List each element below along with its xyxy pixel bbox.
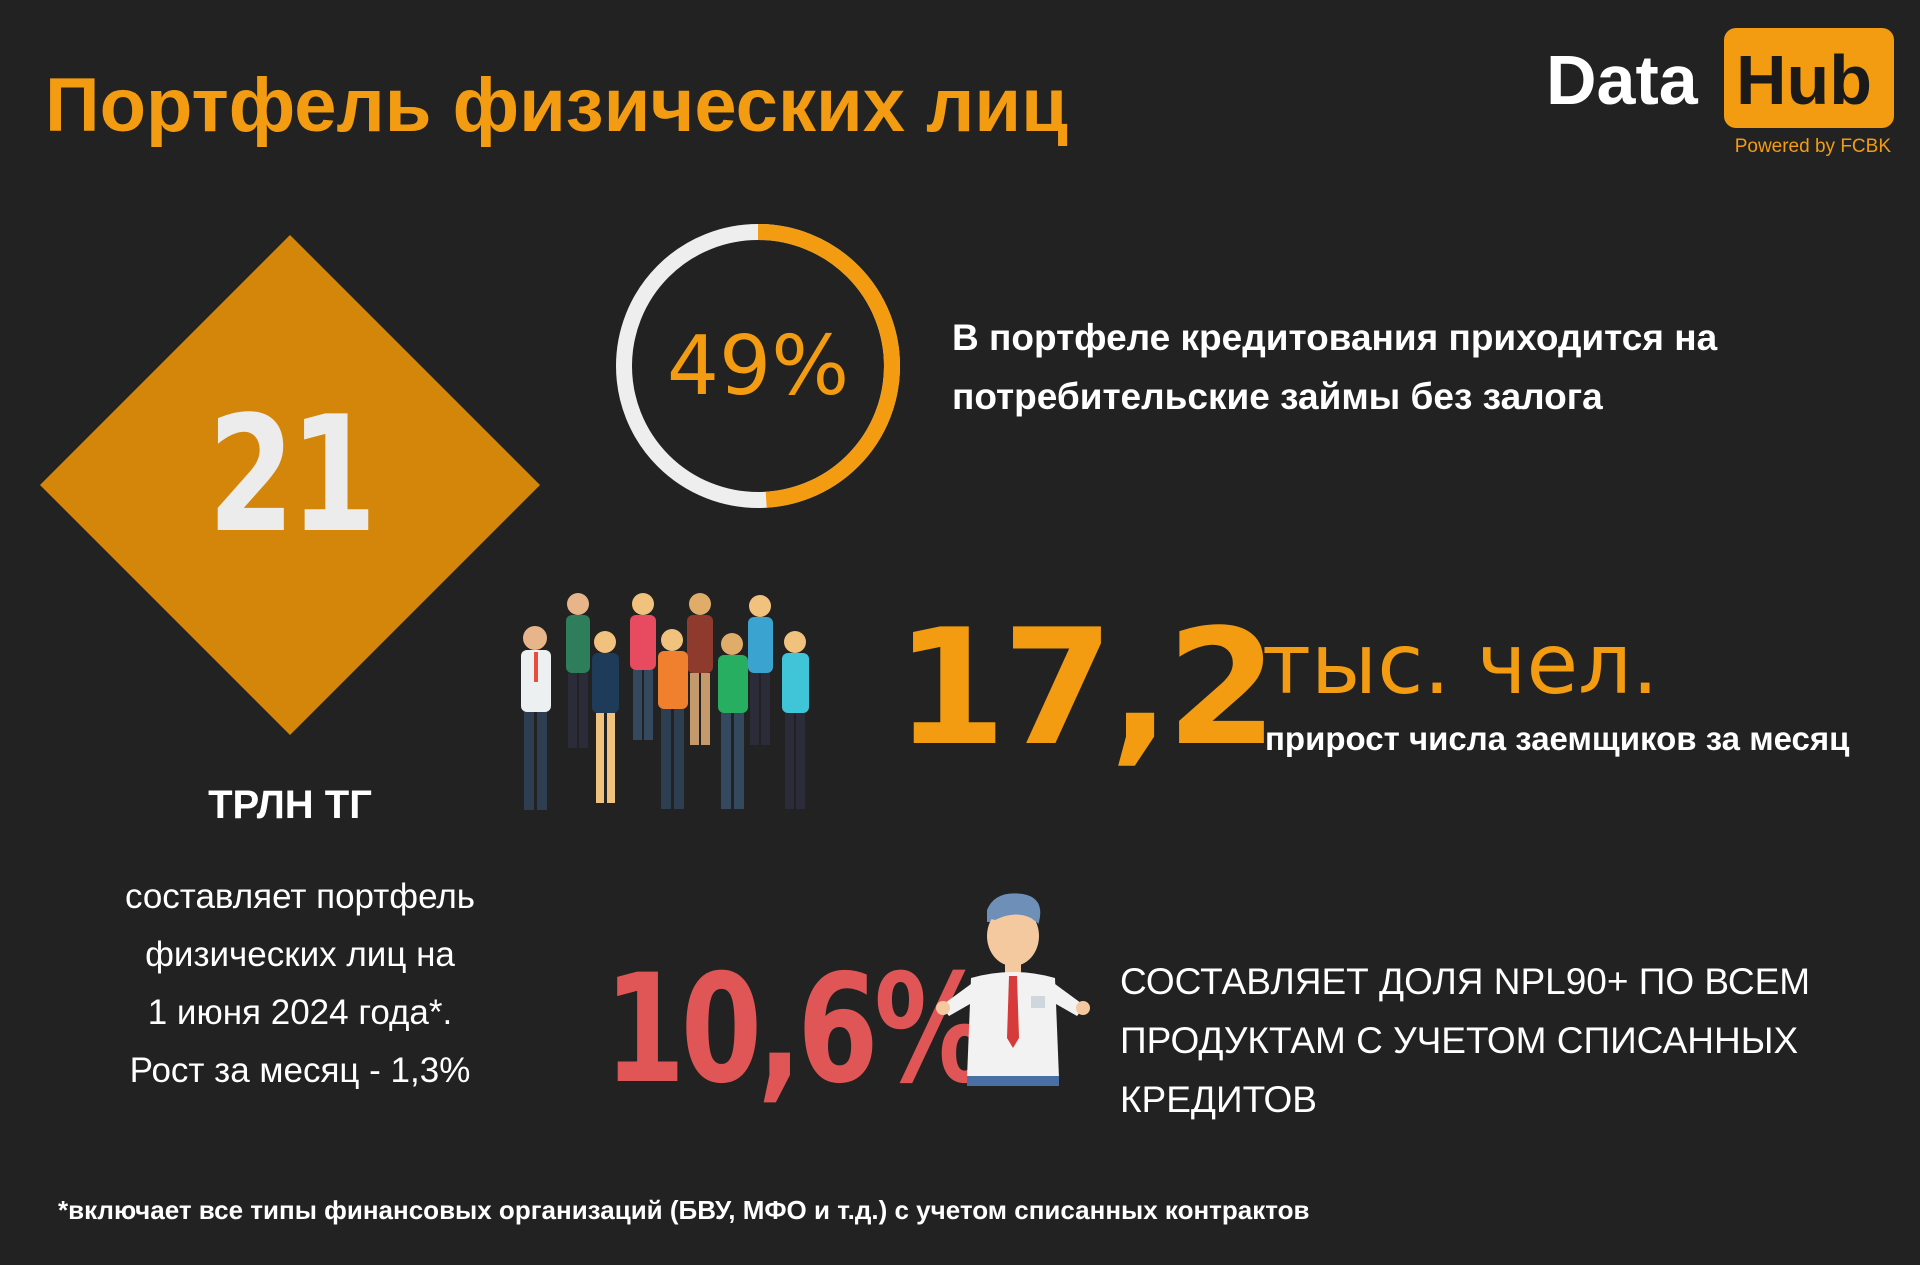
confused-man-icon	[935, 888, 1090, 1093]
logo-word-data: Data	[1546, 41, 1698, 119]
footnote: *включает все типы финансовых организаци…	[58, 1195, 1310, 1225]
portfolio-description-line: физических лиц на	[145, 935, 455, 974]
portfolio-unit: ТРЛН ТГ	[208, 783, 372, 827]
npl-text-line: ПРОДУКТАМ С УЧЕТОМ СПИСАННЫХ	[1120, 1020, 1799, 1061]
portfolio-description-line: составляет портфель	[124, 877, 476, 916]
unsecured-share-text: В портфеле кредитования приходится на по…	[952, 308, 1892, 426]
npl-value: 10,6%	[604, 943, 991, 1117]
portfolio-description-line: 1 июня 2024 года*.	[147, 993, 453, 1032]
portfolio-value: 21	[207, 381, 377, 568]
npl-text-line: СОСТАВЛЯЕТ ДОЛЯ NPL90+ ПО ВСЕМ	[1120, 961, 1811, 1002]
unsecured-share-text-line: потребительские займы без залога	[952, 376, 1603, 417]
borrowers-growth-unit: тыс. чел.	[1262, 615, 1659, 713]
unsecured-share-ring: 49%	[612, 220, 904, 512]
people-group-icon	[510, 590, 820, 820]
diamond-shape	[40, 235, 540, 735]
datahub-logo: Data Hub Powered by FCBK	[1540, 28, 1895, 158]
borrowers-growth-caption: прирост числа заемщиков за месяц	[1265, 720, 1850, 757]
ring-chart	[616, 224, 900, 508]
npl-text: СОСТАВЛЯЕТ ДОЛЯ NPL90+ ПО ВСЕМ ПРОДУКТАМ…	[1120, 952, 1900, 1129]
unsecured-share-percent: 49%	[666, 318, 850, 414]
logo-powered-by: Powered by FCBK	[1734, 136, 1891, 157]
portfolio-diamond: 21	[40, 235, 540, 735]
unsecured-share-text-line: В портфеле кредитования приходится на	[952, 317, 1718, 358]
logo-word-hub: Hub	[1736, 41, 1873, 119]
borrowers-growth-value: 17,2	[895, 594, 1278, 781]
logo-hub-box: Hub	[1724, 28, 1894, 128]
ring-progress	[616, 224, 900, 508]
npl-text-line: КРЕДИТОВ	[1120, 1079, 1317, 1120]
portfolio-description-line: Рост за месяц - 1,3%	[129, 1051, 471, 1090]
page-title: Портфель физических лиц	[45, 63, 1068, 148]
portfolio-description: составляет портфель физических лиц на 1 …	[40, 868, 560, 1100]
